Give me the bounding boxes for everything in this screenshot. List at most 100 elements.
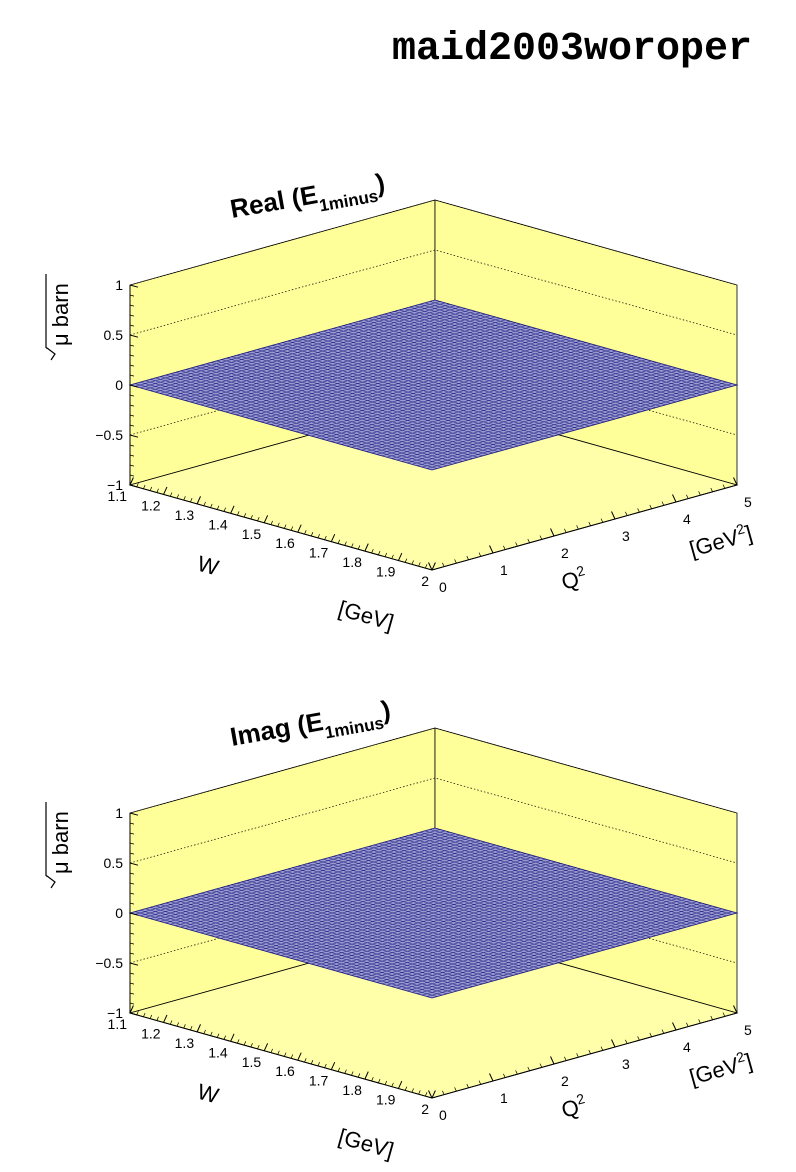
q2-axis-title: Q2 xyxy=(558,1090,589,1123)
mesh-line-q xyxy=(409,306,712,393)
z-minor-tick xyxy=(129,972,135,975)
w-tick-label: 1.1 xyxy=(108,1016,128,1032)
w-minor-tick xyxy=(216,1033,220,1038)
q2-minor-tick xyxy=(576,525,579,530)
z-minor-tick xyxy=(129,982,135,985)
w-tick-label: 1.5 xyxy=(242,526,262,542)
w-tick-label: 1.6 xyxy=(275,1063,295,1079)
z-major-tick xyxy=(129,912,139,916)
z-minor-tick xyxy=(129,414,135,417)
z-minor-tick xyxy=(129,364,135,367)
w-tick-label: 1.1 xyxy=(108,488,128,504)
z-minor-tick xyxy=(129,932,135,935)
z-minor-tick xyxy=(129,832,135,835)
w-minor-tick xyxy=(404,558,408,563)
mesh-line-w xyxy=(391,373,697,459)
mesh-line-q xyxy=(399,837,702,924)
w-major-tick xyxy=(397,552,403,561)
w-tick-label: 1.9 xyxy=(376,1092,396,1108)
z-minor-tick xyxy=(129,444,135,447)
z-minor-tick xyxy=(129,872,135,875)
mesh-line-q xyxy=(389,840,692,926)
w-minor-tick xyxy=(156,488,159,493)
title-subscript: 1minus xyxy=(323,713,385,742)
z-minor-tick xyxy=(129,892,135,895)
z-tick-label: −0.5 xyxy=(95,427,123,443)
q2-minor-tick xyxy=(539,1063,543,1068)
q2-tick-label: 5 xyxy=(744,494,752,510)
real-part-plot: −1−0.500.511.11.21.31.41.51.61.71.81.92 0… xyxy=(45,167,755,635)
q2-major-tick xyxy=(733,477,738,486)
w-major-tick xyxy=(196,496,201,505)
w-minor-tick xyxy=(243,513,247,518)
q2-minor-tick xyxy=(649,504,652,509)
w-minor-tick xyxy=(257,516,260,522)
mesh-line-q xyxy=(419,304,722,390)
w-minor-tick xyxy=(391,1082,394,1087)
w-minor-tick xyxy=(424,1092,428,1097)
mesh-line-w xyxy=(386,900,692,986)
mesh-line-q xyxy=(429,301,732,387)
w-minor-tick xyxy=(143,1012,146,1017)
mesh-line-w xyxy=(396,374,702,461)
w-major-tick xyxy=(364,543,369,552)
z-tick-label: 0.5 xyxy=(104,327,124,343)
q2-minor-tick xyxy=(722,484,726,489)
w-minor-tick xyxy=(371,1077,374,1082)
w-major-tick xyxy=(230,505,235,514)
w-minor-tick xyxy=(250,515,253,520)
q2-major-tick xyxy=(428,562,433,571)
w-minor-tick xyxy=(136,1010,139,1016)
z-gridline xyxy=(129,249,738,336)
w-minor-tick xyxy=(284,1052,287,1057)
mesh-line-q xyxy=(399,309,702,396)
q2-minor-tick xyxy=(564,528,567,533)
z-major-tick xyxy=(129,962,139,966)
z-minor-tick xyxy=(129,354,135,357)
q2-minor-tick xyxy=(686,494,689,499)
w-minor-tick xyxy=(183,1024,186,1029)
w-minor-tick xyxy=(324,535,327,540)
w-minor-tick xyxy=(357,545,361,550)
mesh-line-q xyxy=(384,841,687,928)
w-tick-label: 1.5 xyxy=(242,1054,262,1070)
w-minor-tick xyxy=(351,543,354,548)
z-minor-tick xyxy=(129,424,135,427)
q2-minor-tick xyxy=(503,1073,506,1078)
w-minor-tick xyxy=(411,1088,414,1093)
z-minor-tick xyxy=(129,324,135,327)
z-minor-tick xyxy=(129,464,135,467)
q2-major-tick xyxy=(489,1073,494,1082)
w-tick-label: 1.7 xyxy=(309,545,329,561)
w-minor-tick xyxy=(377,1078,381,1084)
w-major-tick xyxy=(364,1071,369,1080)
w-major-tick xyxy=(263,515,269,523)
w-tick-label: 1.2 xyxy=(141,1025,161,1041)
z-minor-tick xyxy=(129,942,135,945)
w-minor-tick xyxy=(237,511,240,516)
q2-axis-line xyxy=(431,484,738,571)
z-tick-label: 1 xyxy=(115,277,123,293)
z-axis-title: μ barn xyxy=(48,283,73,346)
w-minor-tick xyxy=(290,526,294,531)
z-minor-tick xyxy=(129,952,135,955)
mesh-line-q xyxy=(409,834,712,921)
w-minor-tick xyxy=(183,496,186,501)
w-major-tick xyxy=(129,1005,134,1014)
q2-axis-line xyxy=(431,1012,738,1099)
z-major-tick xyxy=(129,334,139,338)
mesh-line-w xyxy=(411,907,717,993)
mesh-line-q xyxy=(404,836,707,922)
q2-minor-tick xyxy=(442,1090,445,1095)
w-minor-tick xyxy=(136,482,139,488)
q2-tick-label: 3 xyxy=(622,1056,630,1072)
q2-minor-tick xyxy=(600,518,604,523)
w-minor-tick xyxy=(149,486,153,491)
z-minor-tick xyxy=(129,1002,135,1005)
q2-minor-tick xyxy=(625,1039,628,1044)
w-major-tick xyxy=(330,533,336,542)
mesh-line-q xyxy=(389,312,692,398)
q2-major-tick xyxy=(428,1090,433,1099)
z-minor-tick xyxy=(129,344,135,347)
q2-minor-tick xyxy=(637,1036,640,1041)
